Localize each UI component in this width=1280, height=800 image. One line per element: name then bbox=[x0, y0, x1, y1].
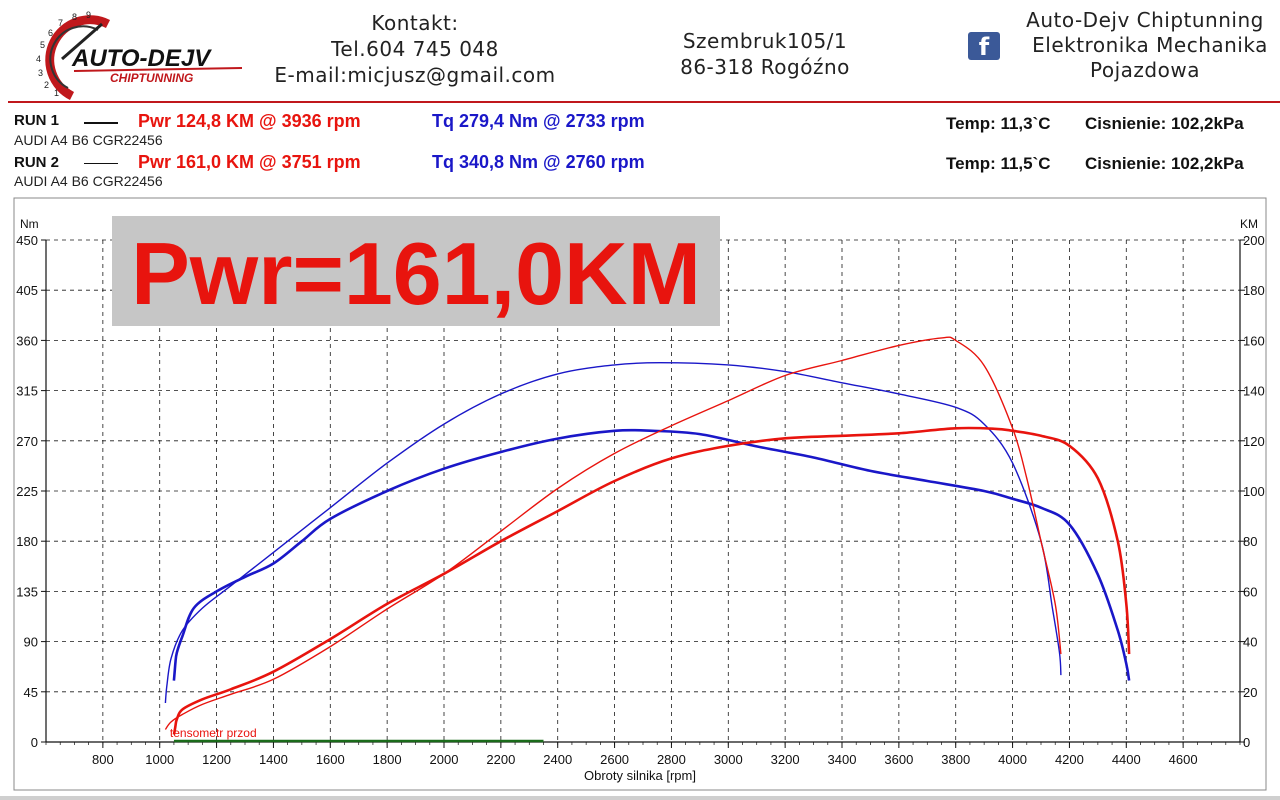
run1-power: Pwr 124,8 KM @ 3936 rpm bbox=[138, 111, 361, 131]
company-line1: Auto-Dejv Chiptunning bbox=[1026, 8, 1264, 32]
x-axis-label: Obroty silnika [rpm] bbox=[584, 768, 696, 783]
tensometer-annotation: tensometr przod bbox=[170, 726, 257, 740]
x-tick-label: 1600 bbox=[316, 752, 345, 767]
logo-dial-number: 5 bbox=[40, 40, 45, 50]
run2-pressure: Cisnienie: 102,2kPa bbox=[1085, 154, 1244, 173]
x-tick-label: 1000 bbox=[145, 752, 174, 767]
run2-torque: Tq 340,8 Nm @ 2760 rpm bbox=[432, 152, 645, 172]
chart-frame bbox=[13, 197, 1267, 791]
y-right-tick-label: 20 bbox=[1243, 685, 1257, 700]
y-left-tick-label: 315 bbox=[16, 384, 38, 399]
banner-box bbox=[112, 216, 720, 326]
y-right-tick-label: 140 bbox=[1243, 384, 1265, 399]
x-tick-label: 2800 bbox=[657, 752, 686, 767]
run2-label: RUN 2 bbox=[14, 154, 60, 171]
series-line-pwr_run2 bbox=[164, 336, 1062, 730]
logo-dial-number: 7 bbox=[58, 18, 63, 28]
x-tick-label: 800 bbox=[92, 752, 114, 767]
run1-temp: Temp: 11,3`C bbox=[946, 114, 1051, 133]
series-line-tq_run1 bbox=[172, 428, 1131, 681]
y-left-tick-label: 180 bbox=[16, 534, 38, 549]
y-left-tick-label: 360 bbox=[16, 333, 38, 348]
x-tick-label: 4600 bbox=[1169, 752, 1198, 767]
y-left-tick-label: 0 bbox=[31, 735, 38, 750]
x-tick-label: 4000 bbox=[998, 752, 1027, 767]
y-left-tick-label: 405 bbox=[16, 283, 38, 298]
run1-car: AUDI A4 B6 CGR22456 bbox=[14, 132, 163, 148]
y-left-tick-label: 450 bbox=[16, 233, 38, 248]
y-axis-left-label: Nm bbox=[20, 217, 39, 231]
run1-torque: Tq 279,4 Nm @ 2733 rpm bbox=[432, 111, 645, 131]
facebook-icon[interactable]: f bbox=[968, 32, 1000, 61]
x-tick-label: 4200 bbox=[1055, 752, 1084, 767]
x-tick-label: 3600 bbox=[884, 752, 913, 767]
run2-car: AUDI A4 B6 CGR22456 bbox=[14, 173, 163, 189]
x-tick-label: 2000 bbox=[430, 752, 459, 767]
y-right-tick-label: 60 bbox=[1243, 584, 1257, 599]
y-right-tick-label: 80 bbox=[1243, 534, 1257, 549]
logo-needle bbox=[61, 22, 103, 61]
address-block: Szembruk105/1 86-318 Rogóźno bbox=[640, 28, 890, 80]
y-left-tick-label: 135 bbox=[16, 584, 38, 599]
x-tick-label: 3400 bbox=[828, 752, 857, 767]
contact-phone: Tel.604 745 048 bbox=[331, 37, 499, 61]
x-tick-label: 1200 bbox=[202, 752, 231, 767]
run2-temp: Temp: 11,5`C bbox=[946, 154, 1051, 173]
x-tick-label: 1800 bbox=[373, 752, 402, 767]
header-divider bbox=[8, 101, 1280, 103]
run1-pressure: Cisnienie: 102,2kPa bbox=[1085, 114, 1244, 133]
x-tick-label: 4400 bbox=[1112, 752, 1141, 767]
contact-block: Kontakt: Tel.604 745 048 E-mail:micjusz@… bbox=[250, 10, 580, 88]
y-left-tick-label: 90 bbox=[24, 635, 38, 650]
x-tick-label: 2400 bbox=[543, 752, 572, 767]
logo-dial-number: 1 bbox=[54, 88, 59, 98]
x-tick-label: 1400 bbox=[259, 752, 288, 767]
x-tick-label: 2600 bbox=[600, 752, 629, 767]
run2-power: Pwr 161,0 KM @ 3751 rpm bbox=[138, 152, 361, 172]
run2-line-sample bbox=[84, 163, 118, 164]
y-right-tick-label: 120 bbox=[1243, 434, 1265, 449]
x-tick-label: 2200 bbox=[486, 752, 515, 767]
company-line3: Pojazdowa bbox=[1090, 58, 1200, 82]
contact-email: E-mail:micjusz@gmail.com bbox=[274, 63, 556, 87]
x-tick-label: 3000 bbox=[714, 752, 743, 767]
run1-label: RUN 1 bbox=[14, 112, 60, 129]
run-info: RUN 1 Pwr 124,8 KM @ 3936 rpm Tq 279,4 N… bbox=[0, 106, 1280, 192]
logo-text: AUTO-DEJV bbox=[71, 45, 212, 72]
contact-title: Kontakt: bbox=[371, 11, 459, 35]
address-line1: Szembruk105/1 bbox=[682, 29, 848, 53]
y-right-tick-label: 0 bbox=[1243, 735, 1250, 750]
y-right-tick-label: 100 bbox=[1243, 484, 1265, 499]
x-tick-label: 3200 bbox=[771, 752, 800, 767]
dyno-chart: 0 45 90 135 180 225 270 315 360 405 450 0 20 40 60 80 1… bbox=[13, 197, 1267, 791]
y-axis-right-label: KM bbox=[1240, 217, 1258, 231]
y-right-tick-label: 160 bbox=[1243, 333, 1265, 348]
logo-dial-number: 6 bbox=[48, 28, 53, 38]
y-right-tick-label: 180 bbox=[1243, 283, 1265, 298]
y-left-tick-label: 270 bbox=[16, 434, 38, 449]
logo-dial-number: 8 bbox=[72, 12, 77, 22]
run1-line-sample bbox=[84, 122, 118, 124]
company-block: Auto-Dejv Chiptunning Elektronika Mechan… bbox=[1010, 8, 1280, 83]
logo-dial-number: 9 bbox=[86, 10, 91, 20]
series-line-tq_run2 bbox=[164, 362, 1062, 704]
address-line2: 86-318 Rogóźno bbox=[680, 55, 850, 79]
x-tick-label: 3800 bbox=[941, 752, 970, 767]
logo-dial-number: 3 bbox=[38, 68, 43, 78]
banner-text: Pwr=161,0KM bbox=[131, 224, 701, 323]
series-line-pwr_run1 bbox=[172, 426, 1131, 735]
logo-dial-number: 2 bbox=[44, 80, 49, 90]
y-right-tick-label: 200 bbox=[1243, 233, 1265, 248]
company-line2: Elektronika Mechanika bbox=[1032, 33, 1268, 57]
y-right-tick-label: 40 bbox=[1243, 635, 1257, 650]
y-left-tick-label: 45 bbox=[24, 685, 38, 700]
bottom-bar bbox=[0, 796, 1280, 800]
y-left-tick-label: 225 bbox=[16, 484, 38, 499]
logo-subtext: CHIPTUNNING bbox=[110, 71, 193, 85]
logo-dial-number: 4 bbox=[36, 54, 41, 64]
